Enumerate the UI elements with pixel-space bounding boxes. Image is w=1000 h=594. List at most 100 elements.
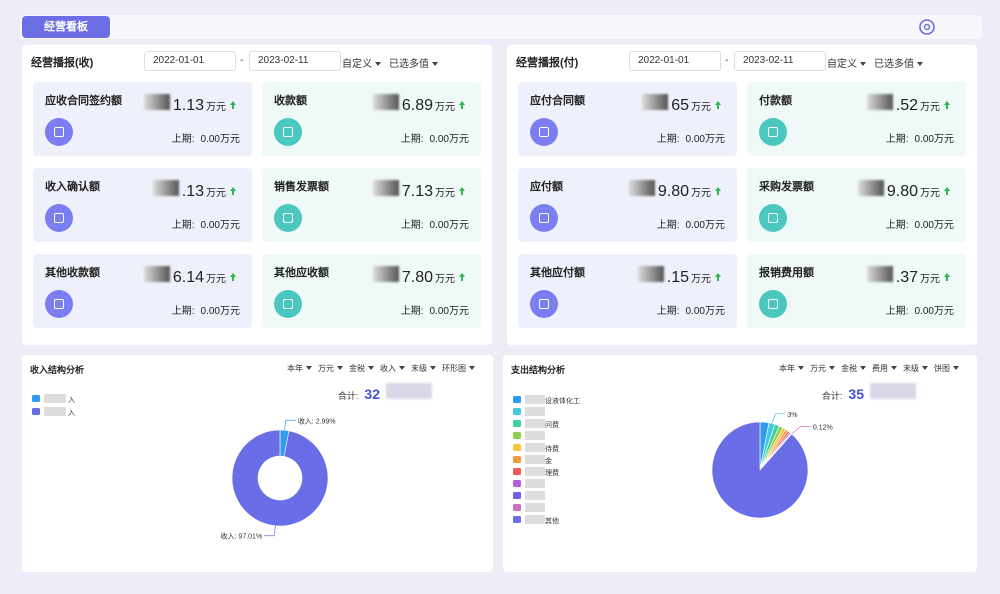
metric-card: 应付合同额 65 万元 上期: 0.00万元	[518, 82, 737, 156]
previous-row: 上期: 0.00万元	[657, 302, 725, 317]
card-value: .15	[666, 269, 689, 286]
card-icon	[274, 118, 302, 146]
blurred-legend	[44, 407, 66, 416]
blurred-legend	[525, 479, 545, 488]
value-row: 7.80 万元	[372, 266, 467, 287]
filter-option[interactable]: 费用	[872, 363, 897, 374]
filter-option[interactable]: 末级	[411, 363, 436, 374]
legend-swatch	[513, 480, 521, 487]
icon-glyph	[54, 299, 64, 309]
previous-label: 上期:	[885, 220, 909, 231]
filter-select[interactable]: 已选多值	[389, 55, 438, 70]
previous-label: 上期:	[656, 306, 680, 317]
up-arrow	[230, 273, 236, 281]
up-arrow	[459, 187, 465, 195]
date-from[interactable]: 2022-01-01	[144, 51, 236, 71]
legend-swatch	[513, 420, 521, 427]
blurred-digits	[628, 180, 655, 196]
arrow-shape	[944, 101, 950, 109]
arrow-shape	[230, 273, 236, 281]
card-icon	[45, 204, 73, 232]
card-unit: 万元	[920, 274, 940, 285]
icon-glyph	[539, 213, 549, 223]
icon-glyph	[283, 127, 293, 137]
previous-label: 上期:	[400, 134, 424, 145]
previous-value: 0.00万元	[429, 220, 469, 231]
filter-option[interactable]: 环形图	[442, 363, 475, 374]
filter-option[interactable]: 金税	[841, 363, 866, 374]
dashboard-tab[interactable]: 经营看板	[22, 16, 110, 38]
metric-card: 报销费用额 .37 万元上期: 0.00万元	[747, 254, 966, 328]
date-sep: -	[725, 55, 729, 66]
card-unit: 万元	[691, 274, 711, 285]
total-value: 35	[848, 386, 864, 402]
metric-card: 其他应付额 .15 万元 上期: 0.00万元	[518, 254, 737, 328]
arrow-shape	[944, 273, 950, 281]
value-row: 7.13 万元	[372, 180, 467, 201]
label-leader	[284, 419, 296, 431]
range-select[interactable]: 自定义	[827, 55, 866, 70]
arrow-shape	[230, 187, 236, 195]
previous-row: 上期: 0.00万元	[886, 130, 954, 145]
blurred-digits	[143, 94, 170, 110]
up-arrow	[944, 187, 950, 195]
up-arrow	[715, 273, 721, 281]
arrow-shape	[459, 187, 465, 195]
date-to[interactable]: 2023-02-11	[249, 51, 341, 71]
previous-label: 上期:	[656, 134, 680, 145]
date-to[interactable]: 2023-02-11	[734, 51, 826, 71]
legend-swatch	[513, 432, 521, 439]
date-sep: -	[240, 55, 244, 66]
card-value: 65	[671, 97, 689, 114]
filter-option[interactable]: 万元	[810, 363, 835, 374]
filter-option[interactable]: 收入	[380, 363, 405, 374]
card-unit: 万元	[691, 102, 711, 113]
previous-label: 上期:	[400, 306, 424, 317]
value-row: .37 万元	[866, 266, 952, 287]
value-row: 65 万元	[642, 94, 723, 115]
legend-label: 入	[68, 409, 75, 417]
previous-value: 0.00万元	[429, 306, 469, 317]
range-select[interactable]: 自定义	[342, 55, 381, 70]
legend-swatch	[513, 504, 521, 511]
filter-option[interactable]: 万元	[318, 363, 343, 374]
previous-value: 0.00万元	[200, 306, 240, 317]
filter-row: 本年 万元 金税 费用 末级 饼图	[779, 363, 959, 374]
blurred-legend	[525, 467, 545, 476]
blurred-total	[870, 383, 916, 399]
up-arrow	[230, 187, 236, 195]
total-row: 合计: 32	[338, 383, 433, 402]
previous-label: 上期:	[171, 306, 195, 317]
blurred-digits	[372, 94, 399, 110]
filter-option[interactable]: 本年	[287, 363, 312, 374]
tab-label: 经营看板	[44, 21, 88, 33]
filter-option[interactable]: 金税	[349, 363, 374, 374]
metric-card: 应收合同签约额 1.13 万元 上期: 0.00万元	[33, 82, 252, 156]
filter-option[interactable]: 本年	[779, 363, 804, 374]
arrow-shape	[715, 187, 721, 195]
card-value: .13	[181, 183, 204, 200]
filter-option[interactable]: 末级	[903, 363, 928, 374]
slice-label: 收入: 2.99%	[298, 416, 336, 425]
previous-row: 上期: 0.00万元	[886, 302, 954, 317]
metric-card: 收入确认额 .13 万元 上期: 0.00万元	[33, 168, 252, 242]
top-bar: 经营看板	[20, 15, 982, 39]
previous-value: 0.00万元	[914, 220, 954, 231]
card-label: 报销费用额	[759, 267, 814, 279]
expense-structure-panel: 支出结构分析 本年 万元 金税 费用 末级 饼图 合计: 35 设液体化工 问费 待费金理费 其他 3% 0…	[503, 355, 977, 572]
card-label: 采购发票额	[759, 181, 814, 193]
filter-select[interactable]: 已选多值	[874, 55, 923, 70]
arrow-shape	[230, 101, 236, 109]
label-leader	[771, 413, 786, 424]
previous-row: 上期: 0.00万元	[172, 302, 240, 317]
settings-icon[interactable]	[917, 17, 937, 37]
card-label: 付款额	[759, 95, 792, 107]
filter-option[interactable]: 饼图	[934, 363, 959, 374]
date-from[interactable]: 2022-01-01	[629, 51, 721, 71]
total-label: 合计:	[821, 391, 843, 401]
arrow-shape	[715, 101, 721, 109]
value-row: 1.13 万元	[143, 94, 238, 115]
icon-glyph	[283, 299, 293, 309]
previous-value: 0.00万元	[914, 306, 954, 317]
card-value: 6.89	[401, 97, 433, 114]
